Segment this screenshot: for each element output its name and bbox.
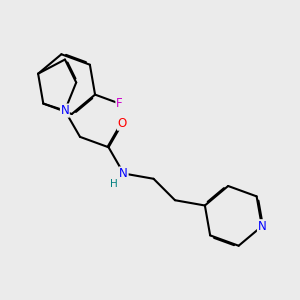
Text: H: H <box>110 179 117 189</box>
Text: N: N <box>61 104 69 117</box>
Text: N: N <box>119 167 128 180</box>
Text: N: N <box>257 220 266 233</box>
Text: F: F <box>116 97 123 110</box>
Text: O: O <box>118 117 127 130</box>
